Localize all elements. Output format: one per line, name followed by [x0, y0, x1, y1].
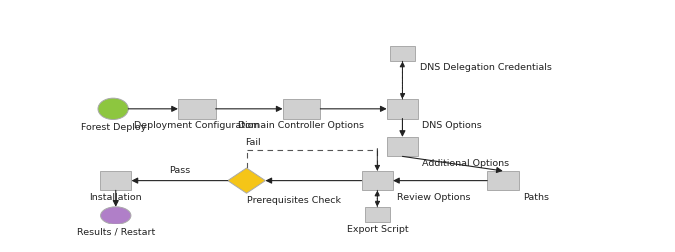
Ellipse shape — [101, 207, 131, 224]
Text: Prerequisites Check: Prerequisites Check — [247, 196, 341, 205]
FancyBboxPatch shape — [364, 207, 390, 222]
Text: Installation: Installation — [90, 193, 142, 202]
FancyBboxPatch shape — [283, 99, 321, 118]
Text: DNS Options: DNS Options — [423, 121, 482, 131]
Ellipse shape — [98, 98, 128, 119]
Text: Fail: Fail — [246, 138, 261, 147]
FancyBboxPatch shape — [387, 99, 418, 118]
Text: Additional Options: Additional Options — [423, 159, 510, 168]
Text: Paths: Paths — [522, 193, 549, 202]
Text: Deployment Configuration: Deployment Configuration — [134, 121, 259, 131]
FancyBboxPatch shape — [178, 99, 216, 118]
Text: Pass: Pass — [169, 166, 190, 175]
Text: DNS Delegation Credentials: DNS Delegation Credentials — [420, 63, 551, 72]
Text: Review Options: Review Options — [397, 193, 470, 202]
FancyBboxPatch shape — [390, 46, 415, 61]
Text: Domain Controller Options: Domain Controller Options — [238, 121, 364, 131]
Text: Forest Deploy: Forest Deploy — [80, 123, 146, 132]
FancyBboxPatch shape — [487, 171, 518, 190]
Text: Results / Restart: Results / Restart — [77, 227, 155, 236]
FancyBboxPatch shape — [362, 171, 393, 190]
FancyBboxPatch shape — [387, 137, 418, 156]
Text: Export Script: Export Script — [346, 225, 408, 234]
Polygon shape — [227, 168, 265, 193]
FancyBboxPatch shape — [100, 171, 132, 190]
